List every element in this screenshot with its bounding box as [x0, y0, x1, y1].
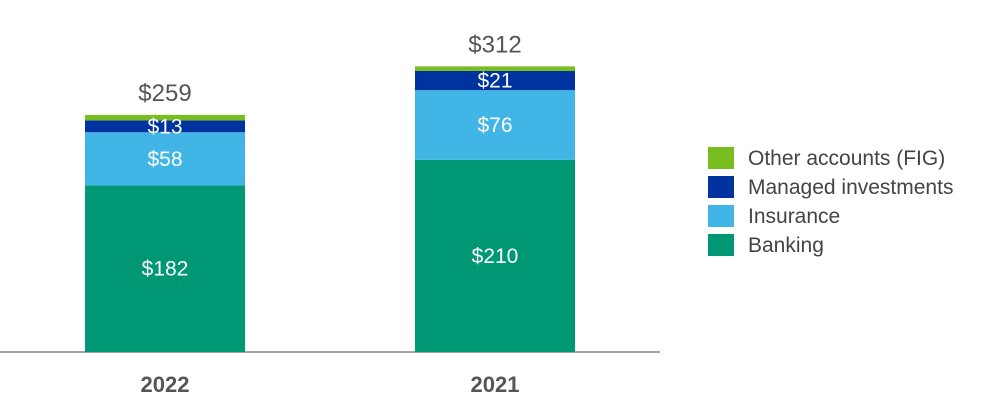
bar-other-accounts-fig-2022	[85, 114, 245, 121]
x-tick-label-2021: 2021	[471, 372, 520, 397]
totals-group: $259 $312	[138, 31, 521, 107]
total-label-2022: $259	[138, 80, 191, 107]
bars-group	[85, 66, 575, 352]
x-tick-label-2022: 2022	[141, 372, 190, 397]
bar-banking-2022	[85, 185, 245, 352]
data-label-banking-2022: $182	[142, 258, 189, 281]
bar-insurance-2021	[415, 90, 575, 160]
bar-other-accounts-fig-2021	[415, 66, 575, 71]
legend: Other accounts (FIG) Managed investments I…	[708, 147, 953, 257]
legend-label-banking: Banking	[748, 234, 824, 257]
total-label-2021: $312	[468, 31, 521, 58]
legend-swatch-managed-investments	[708, 176, 734, 198]
legend-swatch-insurance	[708, 205, 734, 227]
category-labels-group: 2022 2021	[141, 372, 520, 397]
data-label-managed-investments-2022: $13	[147, 115, 182, 138]
bar-managed-investments-2021	[415, 70, 575, 91]
legend-swatch-banking	[708, 234, 734, 256]
data-label-insurance-2022: $58	[147, 148, 182, 171]
bar-managed-investments-2022	[85, 120, 245, 133]
legend-swatch-other-accounts-fig	[708, 147, 734, 169]
data-label-insurance-2021: $76	[477, 114, 512, 137]
segment-labels-group: $182 $58 $13 $210 $76 $21	[142, 70, 519, 281]
bar-insurance-2022	[85, 132, 245, 186]
legend-label-managed-investments: Managed investments	[748, 176, 953, 199]
data-label-managed-investments-2021: $21	[477, 70, 512, 93]
legend-label-insurance: Insurance	[748, 205, 840, 228]
bar-banking-2021	[415, 159, 575, 352]
legend-label-other-accounts-fig: Other accounts (FIG)	[748, 147, 945, 170]
data-label-banking-2021: $210	[472, 245, 519, 268]
